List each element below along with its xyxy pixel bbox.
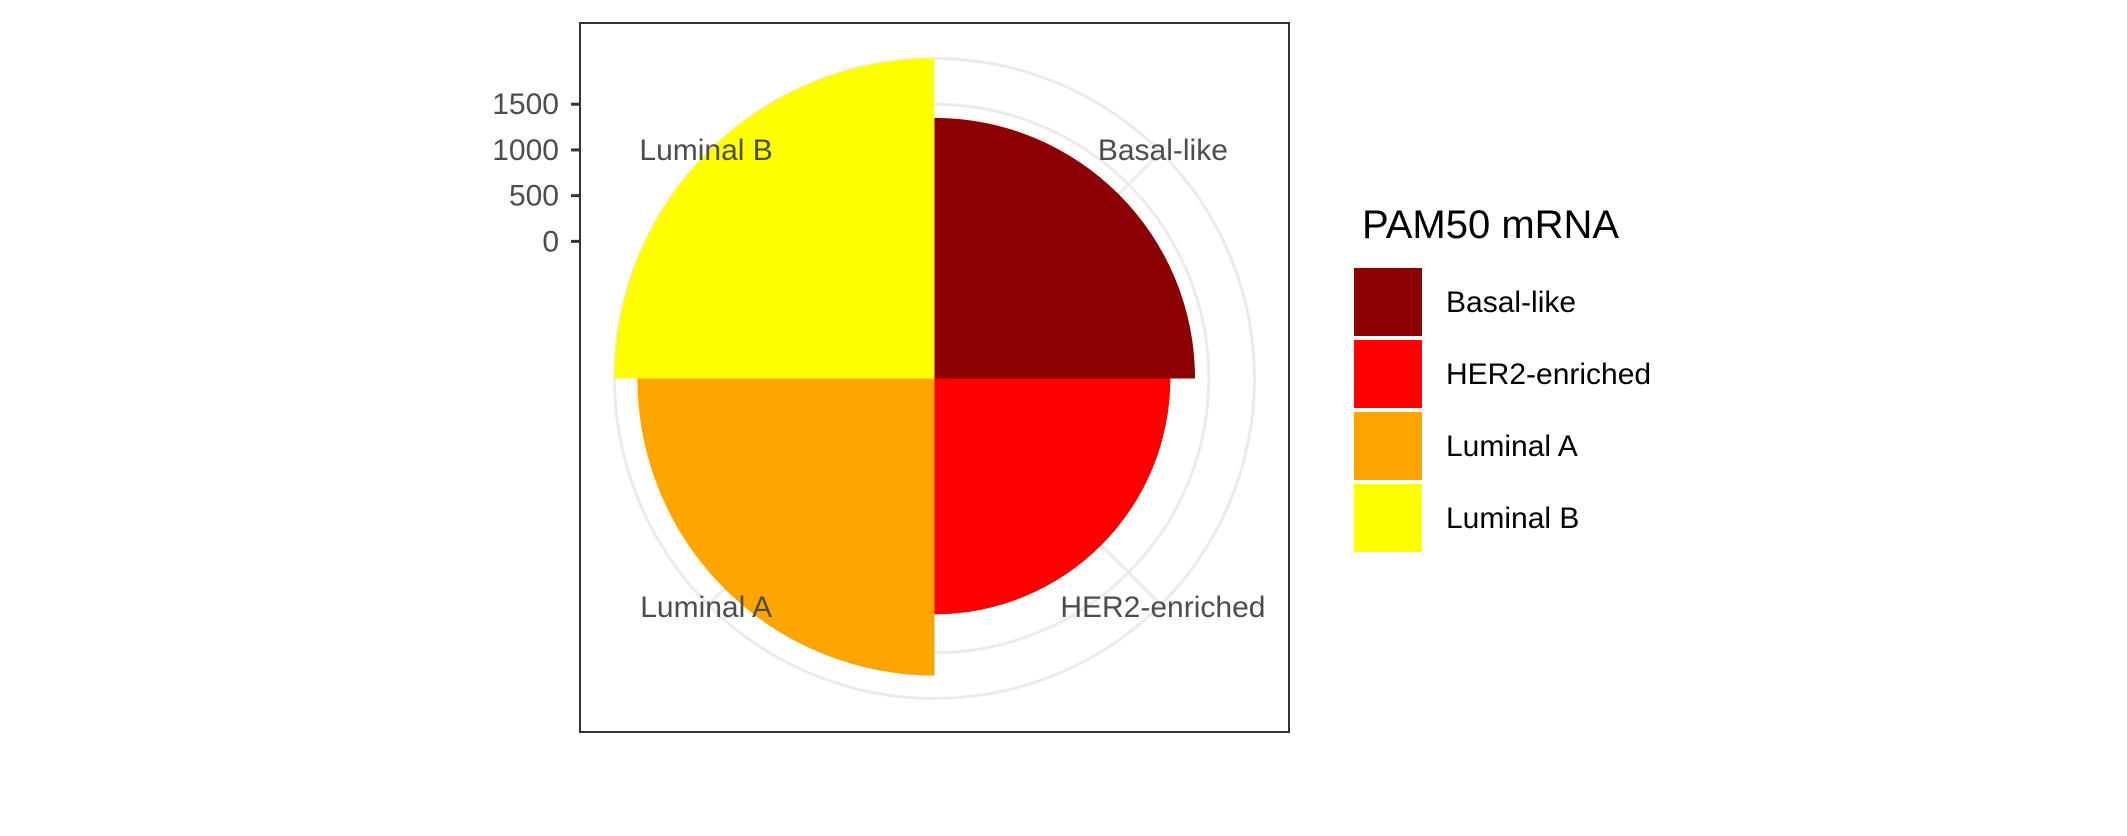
legend-label-her2-enriched: HER2-enriched (1446, 358, 1651, 391)
legend-label-luminal-b: Luminal B (1446, 502, 1579, 535)
panel-border (579, 22, 1290, 733)
legend: PAM50 mRNA Basal-like HER2-enriched Lumina… (1354, 203, 1651, 552)
y-tick-label: 1500 (492, 88, 559, 121)
y-tick-label: 1000 (492, 134, 559, 167)
y-tick-label: 500 (509, 180, 559, 213)
bars-layer (614, 58, 1196, 676)
legend-title: PAM50 mRNA (1362, 203, 1619, 247)
category-label-her2-enriched: HER2-enriched (1060, 591, 1265, 624)
y-axis: 0 500 1000 1500 (492, 88, 580, 258)
category-label-luminal-a: Luminal A (640, 591, 772, 624)
category-label-luminal-b: Luminal B (639, 134, 772, 167)
bar-luminal-a (637, 378, 935, 676)
legend-key-luminal-b (1354, 484, 1422, 552)
bar-luminal-b (614, 58, 935, 379)
legend-key-luminal-a (1354, 412, 1422, 480)
bar-basal-like (934, 117, 1196, 379)
category-label-basal-like: Basal-like (1098, 134, 1228, 167)
bar-her2-enriched (934, 378, 1171, 615)
legend-label-luminal-a: Luminal A (1446, 430, 1578, 463)
category-labels: Basal-like HER2-enriched Luminal A Luminal … (639, 134, 1265, 624)
y-tick-label: 0 (542, 225, 559, 258)
legend-key-her2-enriched (1354, 340, 1422, 408)
legend-label-basal-like: Basal-like (1446, 286, 1576, 319)
legend-key-basal-like (1354, 268, 1422, 336)
